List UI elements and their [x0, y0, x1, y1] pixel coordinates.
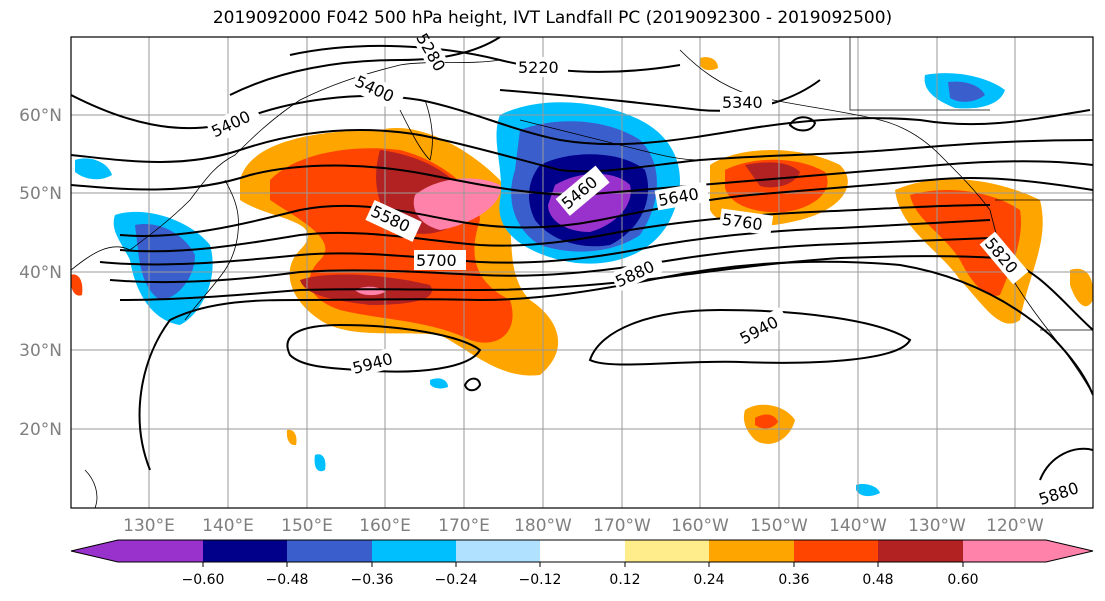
contour-5940-east: [588, 308, 912, 366]
lon-label: 120°W: [986, 516, 1044, 536]
ivt-positive-core-coast: [910, 190, 1021, 296]
contour-label: 5340: [722, 93, 763, 112]
ivt-positive-far-east: [1070, 268, 1093, 307]
lat-label: 20°N: [19, 420, 62, 440]
map-title: 2019092000 F042 500 hPa height, IVT Land…: [212, 8, 893, 28]
colorbar-segment: [372, 540, 456, 562]
colorbar-segment: [456, 540, 540, 562]
coast-philippines: [84, 469, 98, 508]
colorbar-extend-left: [71, 540, 118, 562]
colorbar-segment: [203, 540, 287, 562]
contour-5220: [289, 44, 681, 73]
lon-label: 130°E: [123, 516, 175, 536]
colorbar-tick-label: −0.36: [351, 572, 394, 588]
ivt-positive-small-1: [700, 57, 718, 71]
lon-label: 130°W: [908, 516, 966, 536]
colorbar-tick-label: −0.24: [435, 572, 478, 588]
colorbar-tick-label: 0.48: [862, 572, 893, 588]
map-frame: [70, 36, 1094, 509]
lon-label: 140°W: [829, 516, 887, 536]
lat-label: 60°N: [19, 106, 62, 126]
ivt-positive-small-5: [286, 429, 297, 446]
colorbar: −0.60 −0.48 −0.36 −0.24 −0.12 0.12 0.24 …: [70, 539, 1094, 588]
lat-label: 40°N: [19, 263, 62, 283]
colorbar-tick-label: −0.48: [266, 572, 309, 588]
colorbar-tick-label: −0.12: [519, 572, 562, 588]
coast-japan: [184, 179, 239, 321]
contour-5700: [99, 219, 991, 266]
colorbar-outline: [70, 539, 1094, 563]
coast-aleutians: [519, 119, 701, 161]
contour-5880: [138, 260, 1093, 471]
lon-label: 140°E: [202, 516, 254, 536]
lon-label: 160°E: [359, 516, 411, 536]
contour-label: 5700: [416, 251, 457, 270]
colorbar-ticks: [202, 562, 964, 567]
colorbar-segment: [540, 540, 625, 562]
contour-5580: [119, 177, 1093, 237]
ivt-negative-small-4: [856, 483, 880, 497]
colorbar-segment: [625, 540, 709, 562]
lon-label: 180°W: [514, 516, 572, 536]
contour-label-group: 5220 5340 5400 5400 5460 5580 5640 5700 …: [206, 30, 1090, 510]
colorbar-segment: [709, 540, 794, 562]
colorbar-tick-label: 0.24: [693, 572, 724, 588]
colorbar-tick-label: 0.60: [947, 572, 978, 588]
contour-label: 5220: [518, 58, 559, 77]
colorbar-segment: [287, 540, 372, 562]
borders: [849, 37, 1093, 331]
contour-5940-west: [286, 323, 482, 373]
ivt-shading: [71, 57, 1093, 497]
colorbar-segment: [118, 540, 203, 562]
contour-5280: [229, 37, 501, 96]
contour-5340: [499, 79, 821, 112]
coast-kamchatka: [399, 99, 433, 161]
colorbar-tick-label: 0.36: [778, 572, 809, 588]
ivt-negative-small-2: [430, 378, 448, 389]
ivt-negative-small-3: [314, 454, 326, 472]
colorbar-tick-label: −0.60: [182, 572, 225, 588]
contour-5880-se: [1039, 447, 1093, 481]
lon-label: 160°W: [671, 516, 729, 536]
colorbar-extend-right: [963, 540, 1093, 562]
contour-5640: [119, 204, 991, 253]
lon-label: 170°W: [593, 516, 651, 536]
lon-label: 150°W: [750, 516, 808, 536]
ivt-negative-small-alaska-core: [948, 81, 985, 102]
colorbar-segment: [794, 540, 878, 562]
contour-closed-1: [463, 377, 482, 392]
border-alaska-canada: [849, 37, 990, 111]
longitude-axis: 130°E 140°E 150°E 160°E 170°E 180°W 170°…: [123, 516, 1044, 536]
lat-label: 50°N: [19, 184, 62, 204]
colorbar-segment: [878, 540, 963, 562]
lon-label: 170°E: [438, 516, 490, 536]
lon-label: 150°E: [281, 516, 333, 536]
latitude-axis: 60°N 50°N 40°N 30°N 20°N: [19, 106, 62, 440]
colorbar-tick-label: 0.12: [609, 572, 640, 588]
ivt-positive-hawaii-core: [755, 414, 778, 429]
lat-label: 30°N: [19, 341, 62, 361]
ivt-negative-small-west: [75, 158, 112, 180]
contour-closed-2: [788, 116, 817, 132]
contour-5760: [109, 237, 991, 283]
contour-5460: [71, 129, 1093, 173]
ivt-positive-small-6: [71, 274, 83, 296]
